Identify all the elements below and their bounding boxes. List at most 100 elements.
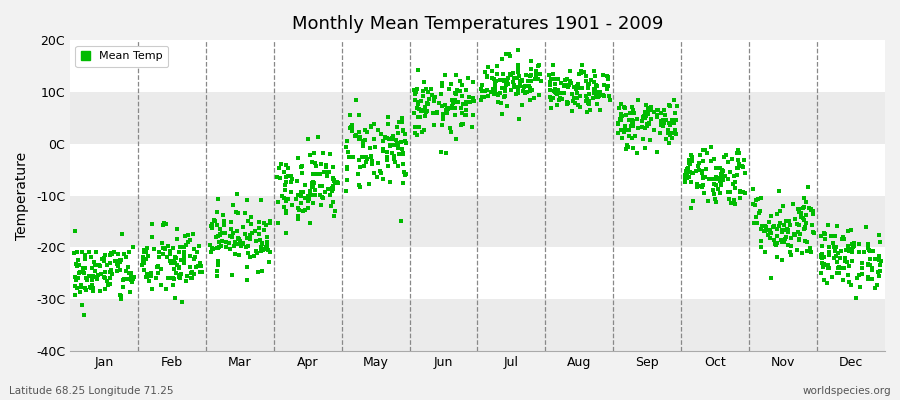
- Point: [90, 276, 104, 283]
- Point: [749, 214, 763, 220]
- Point: [643, 137, 657, 143]
- Point: [830, 258, 844, 265]
- Point: [543, 79, 557, 85]
- Point: [780, 226, 795, 232]
- Point: [481, 72, 495, 79]
- Point: [80, 277, 94, 284]
- Point: [511, 90, 526, 97]
- Point: [637, 115, 652, 122]
- Point: [746, 201, 760, 208]
- Point: [784, 243, 798, 249]
- Point: [84, 254, 98, 260]
- Point: [788, 232, 802, 238]
- Point: [315, 150, 329, 157]
- Point: [492, 77, 507, 84]
- Point: [789, 221, 804, 227]
- Point: [806, 207, 820, 214]
- Point: [398, 130, 412, 137]
- Point: [523, 88, 537, 94]
- Point: [573, 104, 588, 110]
- Point: [762, 227, 777, 233]
- Point: [217, 218, 231, 224]
- Point: [394, 118, 409, 125]
- Point: [136, 258, 150, 264]
- Point: [353, 164, 367, 170]
- Point: [75, 302, 89, 308]
- Point: [229, 209, 243, 215]
- Point: [381, 149, 395, 156]
- Point: [843, 226, 858, 233]
- Point: [186, 231, 201, 238]
- Point: [714, 178, 728, 184]
- Point: [714, 171, 728, 178]
- Point: [637, 113, 652, 120]
- Point: [760, 223, 774, 230]
- Point: [792, 236, 806, 242]
- Point: [418, 108, 432, 114]
- Point: [375, 146, 390, 152]
- Point: [777, 239, 791, 246]
- Point: [466, 112, 481, 118]
- Point: [399, 140, 413, 147]
- Point: [408, 88, 422, 95]
- Point: [210, 222, 224, 228]
- Point: [525, 87, 539, 93]
- Point: [458, 99, 473, 105]
- Point: [851, 241, 866, 247]
- Point: [663, 103, 678, 109]
- Point: [438, 102, 453, 108]
- Point: [706, 191, 721, 197]
- Point: [622, 126, 636, 133]
- Point: [301, 197, 315, 204]
- Point: [85, 265, 99, 271]
- Point: [224, 219, 238, 226]
- Point: [427, 95, 441, 101]
- Point: [510, 61, 525, 68]
- Point: [277, 168, 292, 175]
- Point: [601, 83, 616, 89]
- Point: [794, 213, 808, 220]
- Point: [190, 249, 204, 255]
- Point: [244, 214, 258, 220]
- Point: [507, 82, 521, 88]
- Point: [770, 211, 784, 217]
- Point: [572, 85, 586, 91]
- Point: [589, 91, 603, 97]
- Point: [524, 58, 538, 64]
- Point: [790, 206, 805, 212]
- Point: [518, 82, 532, 89]
- Point: [654, 118, 669, 125]
- Point: [688, 168, 703, 174]
- Point: [105, 250, 120, 257]
- Point: [489, 78, 503, 84]
- Point: [726, 181, 741, 188]
- Point: [670, 103, 684, 109]
- Point: [841, 272, 855, 278]
- Point: [554, 80, 568, 87]
- Point: [375, 148, 390, 154]
- Point: [865, 267, 879, 274]
- Point: [274, 161, 288, 168]
- Point: [243, 236, 257, 242]
- Point: [104, 280, 118, 287]
- Point: [582, 98, 597, 104]
- Point: [137, 260, 151, 266]
- Point: [371, 126, 385, 133]
- Point: [152, 248, 166, 255]
- Point: [446, 97, 460, 104]
- Point: [640, 122, 654, 129]
- Point: [824, 232, 838, 239]
- Point: [416, 88, 430, 94]
- Point: [511, 86, 526, 92]
- Point: [679, 168, 693, 174]
- Point: [589, 94, 603, 100]
- Point: [188, 264, 202, 270]
- Point: [528, 72, 543, 78]
- Point: [454, 110, 469, 116]
- Point: [212, 196, 226, 202]
- Point: [112, 292, 127, 298]
- Point: [115, 231, 130, 237]
- Point: [823, 265, 837, 272]
- Point: [302, 220, 317, 226]
- Point: [409, 89, 423, 95]
